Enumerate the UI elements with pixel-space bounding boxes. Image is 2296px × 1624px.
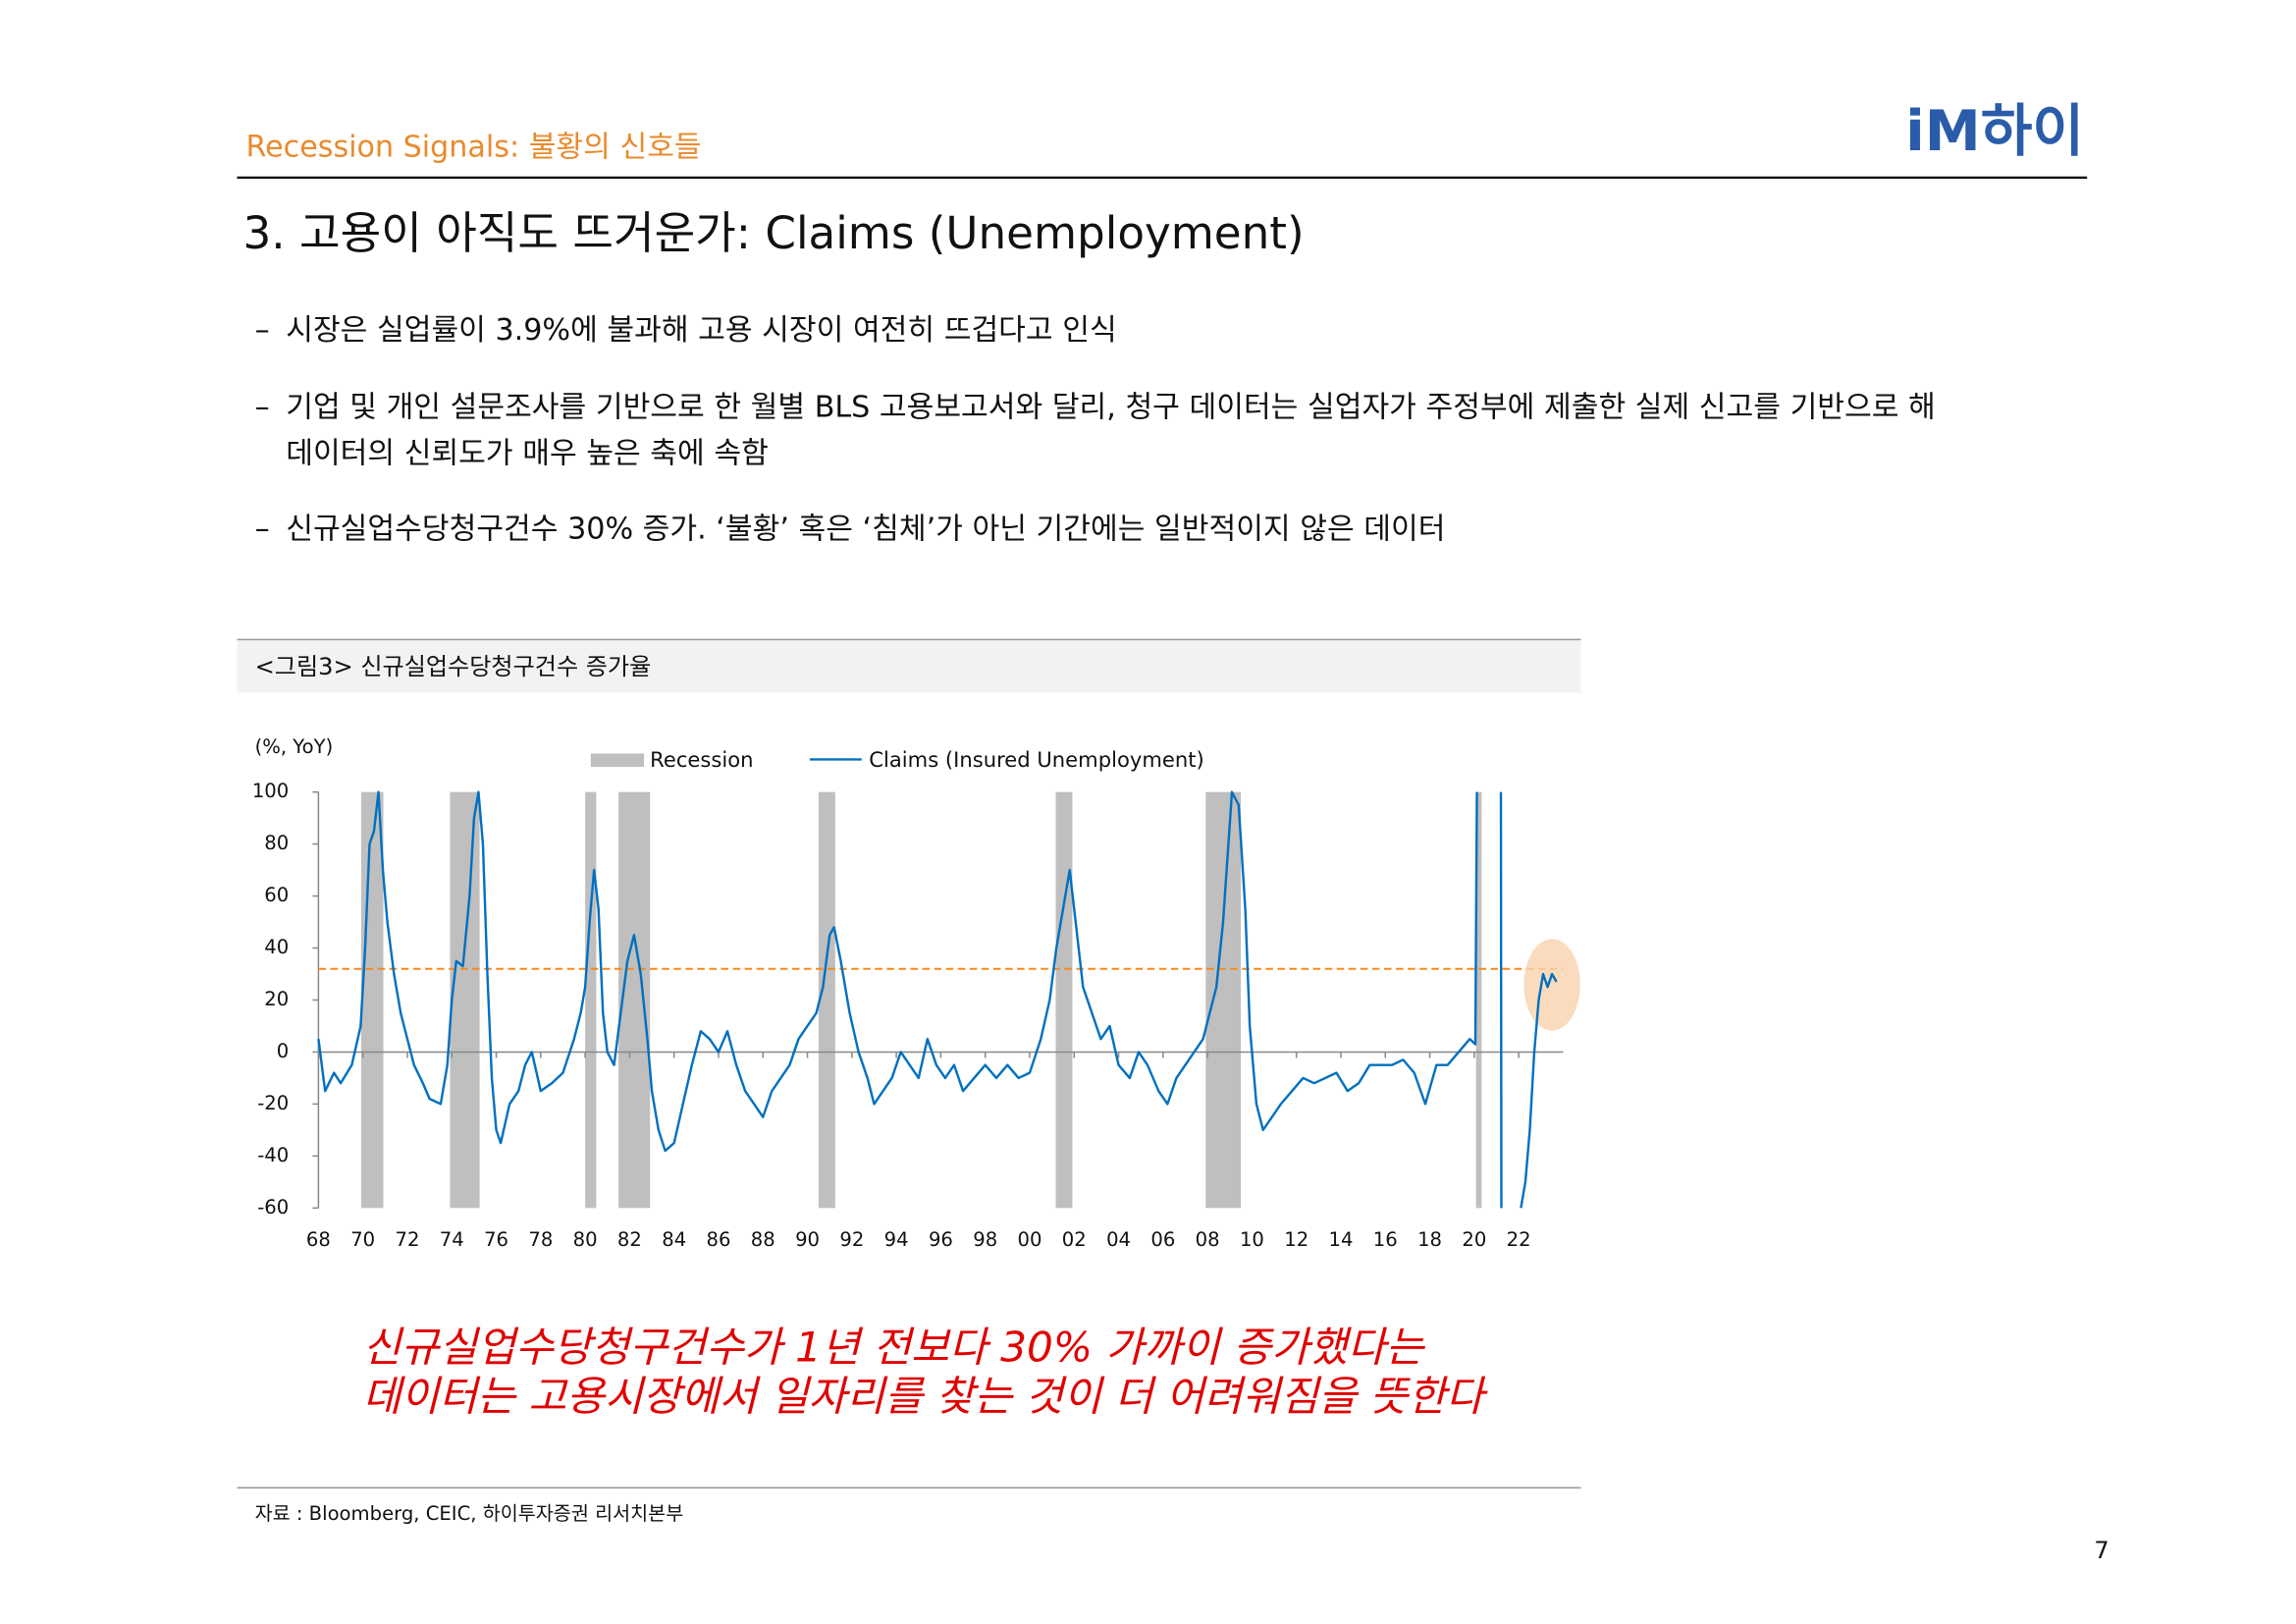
bullet-dash: – [255, 313, 270, 348]
annotation: 신규실업수당청구건수가 1년 전보다 30% 가까이 증가했다는 [363, 1324, 1426, 1372]
y-tick-label: -60 [257, 1196, 289, 1218]
x-tick-label: 00 [1018, 1228, 1042, 1251]
recession-band [450, 791, 480, 1209]
y-tick-label: -40 [257, 1144, 289, 1166]
legend-label: Claims (Insured Unemployment) [869, 747, 1203, 772]
recession-band [360, 791, 384, 1209]
bullet-dash: – [255, 391, 270, 425]
x-tick-label: 82 [617, 1228, 642, 1251]
legend-swatch [590, 753, 645, 768]
y-tick-label: 80 [264, 832, 289, 854]
bullet-dash: – [255, 512, 270, 546]
x-tick-label: 74 [440, 1228, 464, 1251]
x-tick-label: 80 [573, 1228, 598, 1251]
x-tick-label: 98 [973, 1228, 997, 1251]
x-tick-label: 14 [1329, 1228, 1354, 1251]
x-tick-label: 96 [929, 1228, 953, 1251]
x-tick-label: 70 [350, 1228, 375, 1251]
recession-band [818, 791, 835, 1209]
x-tick-label: 94 [884, 1228, 909, 1251]
y-tick-label: 100 [252, 780, 289, 802]
y-axis-label: (%, YoY) [255, 735, 334, 758]
bullet: 시장은 실업률이 3.9%에 불과해 고용 시장이 여전히 뜨겁다고 인식 [286, 313, 1116, 348]
logo: iM하이 [1905, 98, 2084, 164]
y-tick-label: 40 [264, 936, 289, 958]
recession-band [585, 791, 597, 1209]
recession-band [1205, 791, 1242, 1209]
recession-band [1055, 791, 1073, 1209]
legend-label: Recession [650, 747, 753, 772]
x-tick-label: 10 [1240, 1228, 1264, 1251]
x-tick-label: 86 [707, 1228, 731, 1251]
x-tick-label: 90 [795, 1228, 820, 1251]
annotation: 데이터는 고용시장에서 일자리를 찾는 것이 더 어려워짐을 뜻한다 [363, 1372, 1488, 1420]
bullet: 기업 및 개인 설문조사를 기반으로 한 월별 BLS 고용보고서와 달리, 청… [286, 391, 1936, 425]
slide-title: 3. 고용이 아직도 뜨거운가: Claims (Unemployment) [243, 207, 1305, 259]
y-tick-label: 60 [264, 884, 289, 906]
caption-bar [237, 639, 1581, 693]
y-tick-label: 20 [264, 988, 289, 1010]
bullet: 데이터의 신뢰도가 매우 높은 축에 속함 [286, 436, 769, 470]
recession-band [618, 791, 651, 1209]
x-tick-label: 16 [1373, 1228, 1398, 1251]
x-tick-label: 78 [528, 1228, 553, 1251]
x-tick-label: 04 [1106, 1228, 1131, 1251]
x-tick-label: 76 [484, 1228, 508, 1251]
x-tick-label: 12 [1284, 1228, 1308, 1251]
page-number: 7 [2094, 1537, 2109, 1564]
x-tick-label: 20 [1462, 1228, 1486, 1251]
x-tick-label: 18 [1417, 1228, 1442, 1251]
y-tick-label: 0 [277, 1040, 289, 1062]
highlight [1523, 939, 1580, 1031]
figure-caption: <그림3> 신규실업수당청구건수 증가율 [255, 653, 652, 680]
x-tick-label: 84 [662, 1228, 686, 1251]
section-title: Recession Signals: 불황의 신호들 [246, 130, 702, 164]
recession-band [1475, 791, 1482, 1209]
y-tick-label: -20 [257, 1092, 289, 1114]
x-tick-label: 08 [1196, 1228, 1220, 1251]
x-tick-label: 06 [1150, 1228, 1175, 1251]
x-tick-label: 72 [396, 1228, 420, 1251]
x-tick-label: 02 [1062, 1228, 1087, 1251]
source: 자료 : Bloomberg, CEIC, 하이투자증권 리서치본부 [255, 1502, 684, 1525]
bullet: 신규실업수당청구건수 30% 증가. ‘불황’ 혹은 ‘침체’가 아닌 기간에는… [286, 512, 1445, 546]
x-tick-label: 88 [751, 1228, 775, 1251]
x-tick-label: 22 [1507, 1228, 1531, 1251]
x-tick-label: 68 [306, 1228, 331, 1251]
claims-line [317, 790, 1558, 1209]
x-tick-label: 92 [839, 1228, 864, 1251]
